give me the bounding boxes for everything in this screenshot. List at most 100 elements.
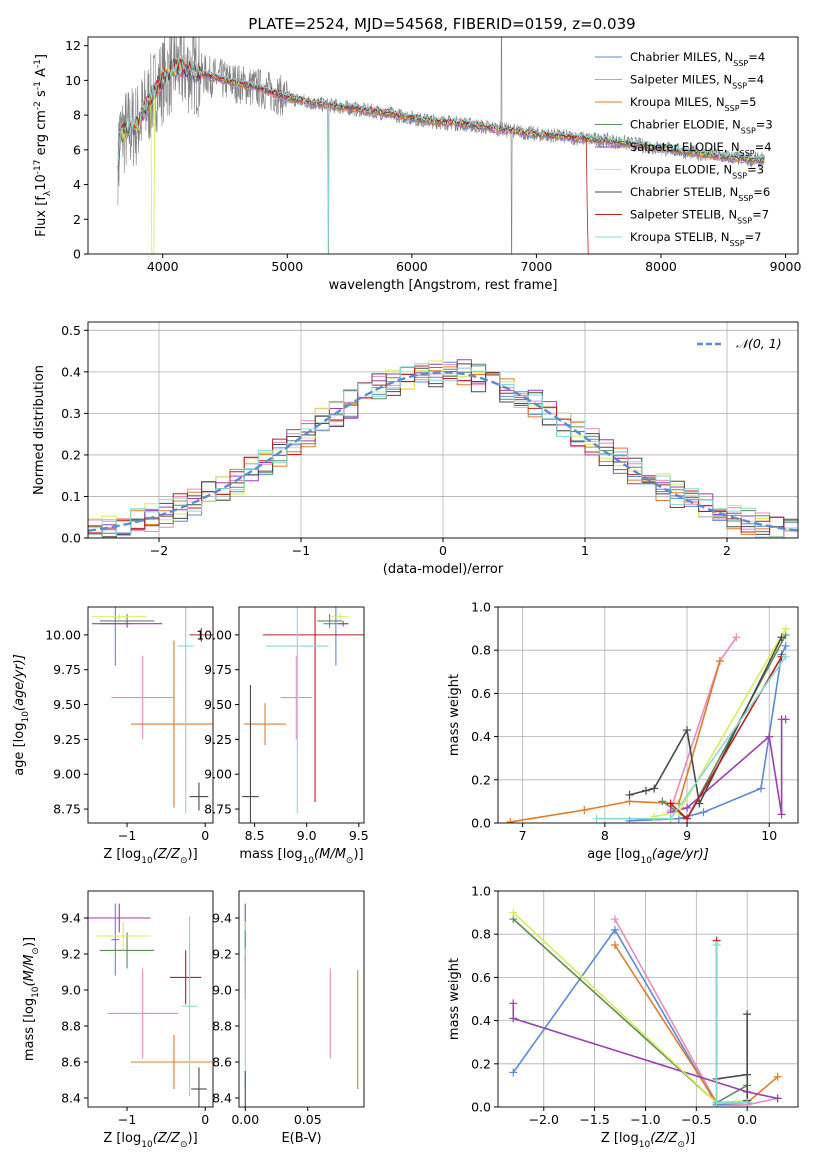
weight-marker	[757, 784, 766, 793]
weight-line-0	[512, 928, 748, 1106]
legend-label-suffix: =4	[747, 73, 764, 87]
x-axis-label: age [log10(age/yr)]	[587, 847, 709, 866]
y-tick-label: 9.0	[61, 983, 81, 998]
label-part: age [log	[12, 723, 27, 776]
label-part: (Z/Z	[153, 1131, 181, 1146]
weight-marker	[777, 633, 786, 642]
label-part: ⊙	[180, 856, 188, 866]
x-tick-label: 0.05	[294, 1112, 322, 1127]
weight-line-6	[629, 636, 783, 807]
weight-marker	[773, 1072, 782, 1081]
label-part: s	[34, 90, 49, 101]
weight-marker	[610, 941, 619, 949]
errorbar-point-1	[107, 968, 178, 1059]
errorbar-point-3	[317, 613, 343, 628]
label-part: -2	[33, 101, 43, 110]
residual-histogram-8	[88, 363, 798, 538]
errorbar-point-2	[130, 1035, 213, 1089]
plot-area	[498, 891, 798, 1107]
legend-label: Salpeter MILES, NSSP=4	[630, 73, 764, 91]
label-part: 10	[639, 1140, 651, 1150]
errorbar-point-1	[111, 655, 174, 740]
legend-label-sub: SSP	[741, 126, 756, 135]
y-tick-label: 9.25	[204, 732, 232, 747]
weight-marker	[666, 814, 675, 823]
legend-label: Chabrier ELODIE, NSSP=3	[630, 118, 773, 136]
y-tick-label: 9.25	[53, 732, 81, 747]
axes-frame	[238, 890, 365, 1108]
label-part: λ	[43, 190, 53, 196]
label-part: A	[34, 68, 49, 81]
weight-marker	[743, 1010, 752, 1019]
y-tick-label: 9.0	[212, 983, 232, 998]
errorbar-point-4	[88, 903, 151, 933]
weight-marker	[773, 1094, 782, 1103]
x-tick-label: 0	[201, 1112, 209, 1127]
y-tick-label: 8.8	[61, 1019, 81, 1034]
y-axis-label: mass weight	[447, 674, 462, 756]
y-tick-label: 0.0	[471, 816, 491, 831]
weight-line-1	[614, 918, 778, 1106]
axes-frame	[238, 606, 365, 824]
plot-area	[498, 607, 798, 823]
x-tick-label: 4000	[147, 259, 179, 274]
label-part: (Z/Z	[650, 1131, 678, 1146]
legend-label-sub: SSP	[730, 239, 745, 248]
legend-label: Salpeter ELODIE, NSSP=4	[630, 140, 772, 158]
y-tick-label: 0.2	[61, 447, 81, 462]
y-tick-label: 0.0	[61, 531, 81, 546]
label-part: Z [log	[103, 1131, 141, 1146]
x-tick-label: 7	[519, 828, 527, 843]
weight-marker	[580, 806, 589, 815]
errorbar-point-5	[91, 613, 147, 620]
y-tick-label: 10.00	[45, 627, 81, 642]
label-part: (age/yr)]	[652, 847, 709, 862]
panel-1: −2 −1 0 1 2 0.0 0.1 0.2 0.3 0.4 0.5 (data-model)/er…	[32, 321, 799, 577]
x-tick-label: 6000	[396, 259, 428, 274]
legend-label-sub: SSP	[732, 171, 747, 180]
legend-label-suffix: =3	[756, 118, 773, 132]
y-tick-label: 9.75	[204, 662, 232, 677]
x-tick-label: −1.0	[630, 1112, 660, 1127]
y-tick-label: 1.0	[471, 600, 491, 615]
legend-label-name: Salpeter ELODIE, N	[630, 140, 740, 154]
x-axis-label: mass [log10(M/M⊙)]	[239, 847, 363, 866]
y-tick-label: 9.2	[61, 947, 81, 962]
label-part: )]	[353, 847, 363, 862]
y-tick-label: 0.2	[471, 772, 491, 787]
weight-marker	[781, 641, 790, 650]
errorbar-point-2	[130, 640, 213, 808]
weight-marker	[592, 814, 601, 823]
y-tick-label: 9.4	[212, 911, 232, 926]
y-tick-label: 0.1	[61, 489, 81, 504]
legend-label: Salpeter STELIB, NSSP=7	[630, 208, 769, 226]
weight-line-1	[669, 636, 738, 811]
axes-frame	[497, 890, 799, 1108]
y-tick-label: 9.50	[53, 697, 81, 712]
weight-marker	[641, 786, 650, 795]
weight-marker	[610, 925, 619, 934]
legend-label-sub: SSP	[740, 149, 755, 158]
x-tick-label: 0.0	[737, 1112, 757, 1127]
weight-marker	[699, 808, 708, 817]
label-part: 10	[141, 1140, 153, 1150]
label-part: 10	[141, 856, 153, 866]
x-tick-label: −1.5	[579, 1112, 609, 1127]
x-tick-label: 2	[723, 543, 731, 558]
x-axis-label: wavelength [Angstrom, rest frame]	[329, 278, 558, 293]
label-part: mass [log	[239, 847, 302, 862]
legend-label-sub: SSP	[737, 216, 752, 225]
model-spectrum-8	[117, 57, 764, 254]
errorbar-point-1	[280, 655, 312, 740]
legend-label: Chabrier MILES, NSSP=4	[630, 50, 765, 68]
legend-label-name: Salpeter MILES, N	[630, 73, 732, 87]
y-axis-label: Flux [fλ10-17 erg cm-2 s-1 A-1]	[33, 54, 53, 237]
y-tick-label: 8.75	[204, 802, 232, 817]
y-tick-label: 4	[73, 177, 81, 192]
errorbar-point-2	[244, 703, 286, 745]
errorbar-point-7	[189, 627, 213, 642]
y-tick-label: 0.8	[471, 643, 491, 658]
y-tick-label: 8	[73, 108, 81, 123]
x-tick-label: 0.00	[231, 1112, 259, 1127]
y-tick-label: 0.0	[471, 1100, 491, 1115]
